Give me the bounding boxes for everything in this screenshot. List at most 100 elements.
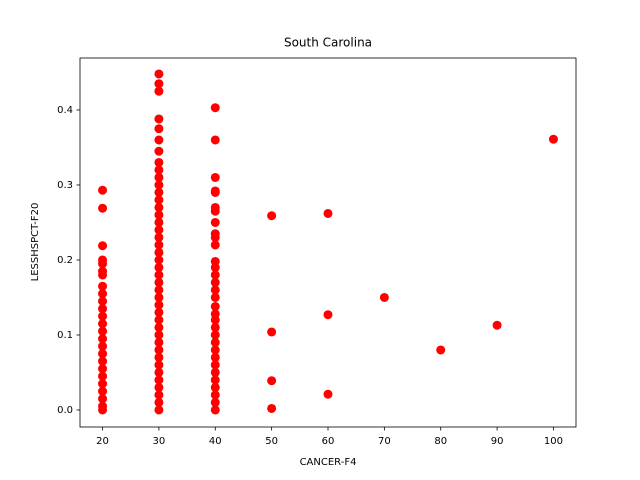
point [210, 292, 220, 302]
point [210, 375, 220, 385]
point [154, 270, 164, 280]
point [323, 389, 333, 399]
x-tick-label: 50 [265, 436, 278, 447]
point [210, 315, 220, 325]
point [154, 225, 164, 235]
point [154, 217, 164, 227]
point [154, 367, 164, 377]
point [154, 165, 164, 175]
y-axis-label: LESSHSPCT-F20 [30, 203, 41, 282]
point [98, 394, 108, 404]
point [98, 356, 108, 366]
point [154, 86, 164, 96]
y-tick-label: 0.0 [57, 405, 73, 416]
x-tick-label: 60 [322, 436, 335, 447]
point [154, 172, 164, 182]
point [154, 285, 164, 295]
point [154, 360, 164, 370]
point [210, 172, 220, 182]
point [98, 349, 108, 359]
point [492, 320, 502, 330]
point [210, 397, 220, 407]
point [210, 217, 220, 227]
point [154, 322, 164, 332]
point [267, 376, 277, 386]
point [154, 135, 164, 145]
point [154, 69, 164, 79]
point [267, 211, 277, 221]
point [154, 337, 164, 347]
point [267, 327, 277, 337]
point [154, 382, 164, 392]
point [154, 315, 164, 325]
point [154, 375, 164, 385]
point [210, 360, 220, 370]
point [154, 195, 164, 205]
y-tick-label: 0.1 [57, 330, 73, 341]
point [210, 232, 220, 242]
point [154, 330, 164, 340]
point [154, 232, 164, 242]
point [210, 382, 220, 392]
x-tick-label: 80 [434, 436, 447, 447]
y-tick-label: 0.3 [57, 180, 73, 191]
point [436, 345, 446, 355]
point [210, 330, 220, 340]
point [210, 240, 220, 250]
x-tick-label: 70 [378, 436, 391, 447]
x-tick-label: 30 [153, 436, 166, 447]
point [98, 326, 108, 336]
point [154, 345, 164, 355]
point [98, 334, 108, 344]
point [98, 311, 108, 321]
y-tick-label: 0.4 [57, 105, 73, 116]
point [210, 337, 220, 347]
point [98, 203, 108, 213]
point [323, 208, 333, 218]
point [210, 352, 220, 362]
point [154, 307, 164, 317]
point [210, 103, 220, 113]
point [98, 185, 108, 195]
point [98, 304, 108, 314]
point [379, 292, 389, 302]
point [98, 371, 108, 381]
point [98, 364, 108, 374]
x-tick-label: 90 [491, 436, 504, 447]
point [154, 247, 164, 257]
point [210, 367, 220, 377]
point [98, 281, 108, 291]
x-tick-label: 40 [209, 436, 222, 447]
point [98, 405, 108, 415]
point [154, 114, 164, 124]
x-tick-label: 20 [96, 436, 109, 447]
point [154, 187, 164, 197]
point [210, 285, 220, 295]
point [98, 289, 108, 299]
point [154, 146, 164, 156]
point [210, 135, 220, 145]
point [154, 79, 164, 89]
chart-title: South Carolina [284, 36, 372, 50]
point [323, 310, 333, 320]
point [154, 180, 164, 190]
point [154, 277, 164, 287]
point [210, 301, 220, 311]
point [98, 386, 108, 396]
point [154, 157, 164, 167]
point [210, 277, 220, 287]
point [98, 319, 108, 329]
point [98, 259, 108, 269]
point [154, 292, 164, 302]
point [210, 206, 220, 216]
point [210, 322, 220, 332]
point [98, 296, 108, 306]
point [154, 202, 164, 212]
plot-area [98, 69, 558, 415]
point [98, 379, 108, 389]
point [154, 262, 164, 272]
point [154, 352, 164, 362]
point [548, 134, 558, 144]
